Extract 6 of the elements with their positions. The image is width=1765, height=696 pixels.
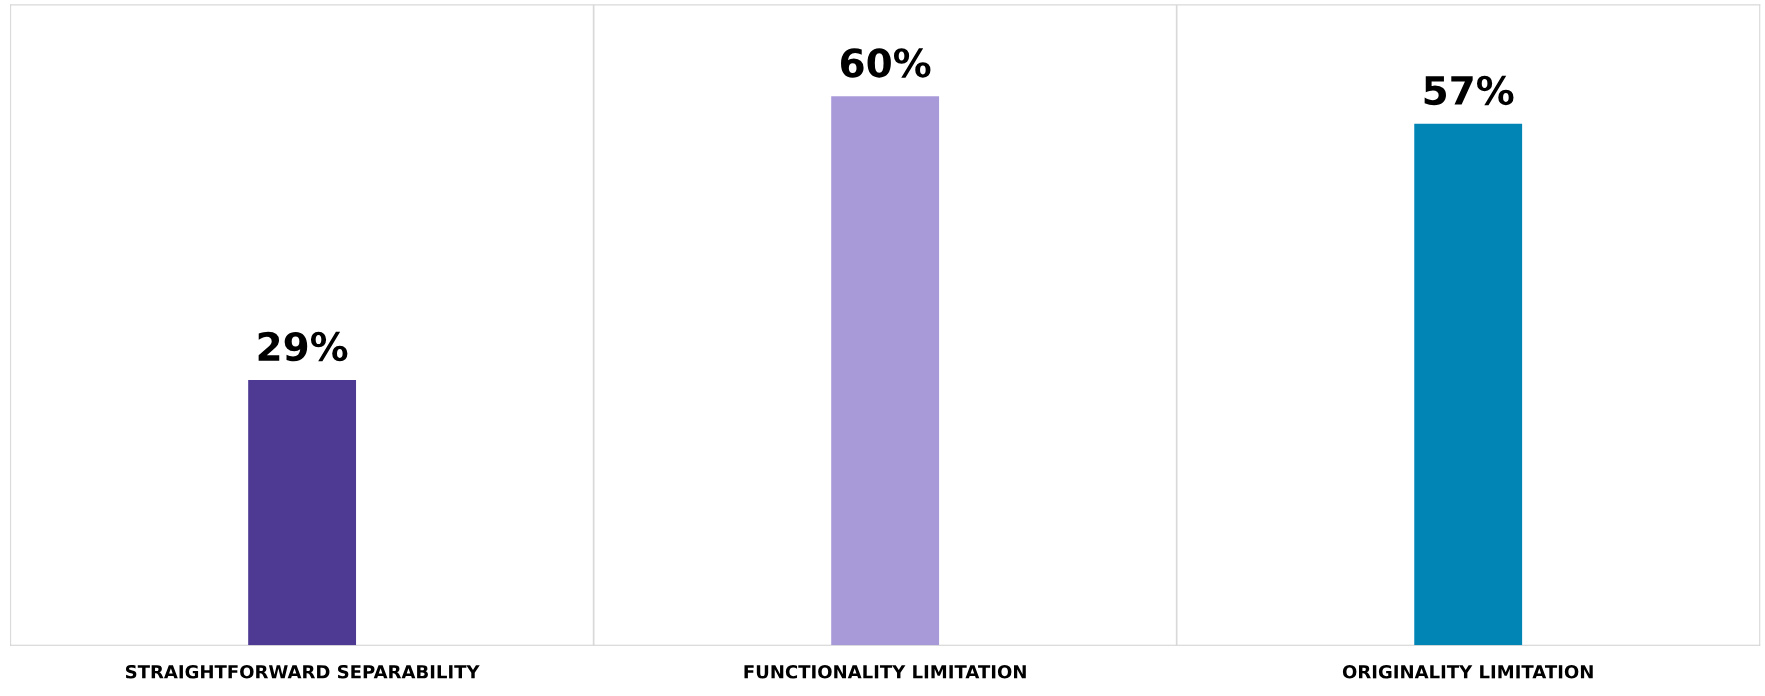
x-tick-label: FUNCTIONALITY LIMITATION	[744, 664, 1026, 679]
x-tick-label: ORIGINALITY LIMITATION	[1342, 664, 1593, 679]
x-tick-label: STRAIGHTFORWARD SEPARABILITY	[125, 664, 480, 679]
data-label: 60%	[841, 48, 931, 78]
data-label: 29%	[258, 331, 348, 362]
data-label: 57%	[1424, 75, 1514, 106]
